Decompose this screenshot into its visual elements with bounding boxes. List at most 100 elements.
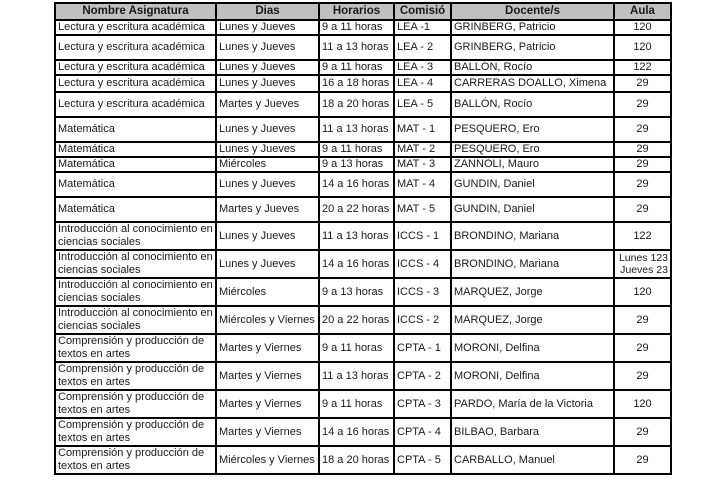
teacher-cell[interactable]: CARRERAS DOALLO, Ximena [450, 74, 615, 93]
teacher-cell[interactable]: MARQUEZ, Jorge [450, 277, 615, 307]
commission-cell[interactable]: CPTA - 5 [393, 445, 452, 475]
days-cell[interactable]: Lunes y Jueves [215, 171, 320, 198]
subject-cell[interactable]: Matemática [54, 196, 217, 223]
days-cell[interactable]: Martes y Jueves [215, 196, 320, 223]
hours-cell[interactable]: 11 a 13 horas [318, 34, 395, 61]
days-cell[interactable]: Lunes y Jueves [215, 59, 320, 76]
hours-cell[interactable]: 18 a 20 horas [318, 445, 395, 475]
room-cell[interactable]: Lunes 123 Jueves 23 [613, 249, 672, 279]
teacher-cell[interactable]: CARBALLO, Manuel [450, 445, 615, 475]
teacher-cell[interactable]: GUNDIN, Daniel [450, 171, 615, 198]
room-cell[interactable]: 122 [613, 59, 672, 76]
commission-cell[interactable]: ICCS - 2 [393, 305, 452, 335]
commission-cell[interactable]: MAT - 4 [393, 171, 452, 198]
hours-cell[interactable]: 9 a 11 horas [318, 59, 395, 76]
hours-cell[interactable]: 14 a 16 horas [318, 249, 395, 279]
room-cell[interactable]: 29 [613, 74, 672, 93]
teacher-cell[interactable]: BRONDINO, Mariana [450, 249, 615, 279]
room-cell[interactable]: 29 [613, 305, 672, 335]
room-cell[interactable]: 29 [613, 141, 672, 158]
teacher-cell[interactable]: GUNDIN, Daniel [450, 196, 615, 223]
hours-cell[interactable]: 14 a 16 horas [318, 417, 395, 447]
teacher-cell[interactable]: GRINBERG, Patricio [450, 19, 615, 36]
room-cell[interactable]: 29 [613, 445, 672, 475]
commission-cell[interactable]: CPTA - 4 [393, 417, 452, 447]
teacher-cell[interactable]: PARDO, María de la Victoria [450, 389, 615, 419]
hours-cell[interactable]: 20 a 22 horas [318, 305, 395, 335]
commission-cell[interactable]: ICCS - 1 [393, 221, 452, 251]
subject-cell[interactable]: Lectura y escritura académica [54, 34, 217, 61]
hours-cell[interactable]: 16 a 18 horas [318, 74, 395, 93]
days-cell[interactable]: Martes y Viernes [215, 389, 320, 419]
subject-cell[interactable]: Lectura y escritura académica [54, 91, 217, 118]
room-cell[interactable]: 29 [613, 171, 672, 198]
commission-cell[interactable]: MAT - 3 [393, 156, 452, 173]
days-cell[interactable]: Miércoles [215, 277, 320, 307]
commission-cell[interactable]: LEA - 4 [393, 74, 452, 93]
subject-cell[interactable]: Comprensión y producción de textos en ar… [54, 445, 217, 475]
hours-cell[interactable]: 9 a 11 horas [318, 19, 395, 36]
room-cell[interactable]: 120 [613, 19, 672, 36]
commission-cell[interactable]: CPTA - 1 [393, 333, 452, 363]
hours-cell[interactable]: 14 a 16 horas [318, 171, 395, 198]
days-cell[interactable]: Martes y Viernes [215, 417, 320, 447]
room-cell[interactable]: 29 [613, 361, 672, 391]
teacher-cell[interactable]: PESQUERO, Ero [450, 141, 615, 158]
hours-cell[interactable]: 9 a 11 horas [318, 389, 395, 419]
room-cell[interactable]: 120 [613, 389, 672, 419]
subject-cell[interactable]: Introducción al conocimiento en ciencias… [54, 305, 217, 335]
days-cell[interactable]: Lunes y Jueves [215, 249, 320, 279]
commission-cell[interactable]: MAT - 1 [393, 116, 452, 143]
subject-cell[interactable]: Matemática [54, 156, 217, 173]
subject-cell[interactable]: Lectura y escritura académica [54, 74, 217, 93]
teacher-cell[interactable]: MARQUEZ, Jorge [450, 305, 615, 335]
teacher-cell[interactable]: MORONI, Delfina [450, 333, 615, 363]
days-cell[interactable]: Martes y Jueves [215, 91, 320, 118]
subject-cell[interactable]: Comprensión y producción de textos en ar… [54, 333, 217, 363]
days-cell[interactable]: Lunes y Jueves [215, 74, 320, 93]
days-cell[interactable]: Lunes y Jueves [215, 116, 320, 143]
hours-cell[interactable]: 18 a 20 horas [318, 91, 395, 118]
commission-cell[interactable]: CPTA - 2 [393, 361, 452, 391]
subject-cell[interactable]: Comprensión y producción de textos en ar… [54, 361, 217, 391]
days-cell[interactable]: Martes y Viernes [215, 361, 320, 391]
commission-cell[interactable]: ICCS - 3 [393, 277, 452, 307]
room-cell[interactable]: 120 [613, 34, 672, 61]
room-cell[interactable]: 120 [613, 277, 672, 307]
hours-cell[interactable]: 9 a 11 horas [318, 141, 395, 158]
subject-cell[interactable]: Introducción al conocimiento en ciencias… [54, 277, 217, 307]
teacher-cell[interactable]: ZANNOLI, Mauro [450, 156, 615, 173]
subject-cell[interactable]: Comprensión y producción de textos en ar… [54, 417, 217, 447]
room-cell[interactable]: 122 [613, 221, 672, 251]
teacher-cell[interactable]: BRONDINO, Mariana [450, 221, 615, 251]
days-cell[interactable]: Lunes y Jueves [215, 19, 320, 36]
teacher-cell[interactable]: PESQUERO, Ero [450, 116, 615, 143]
hours-cell[interactable]: 9 a 11 horas [318, 333, 395, 363]
days-cell[interactable]: Miércoles y Viernes [215, 305, 320, 335]
commission-cell[interactable]: LEA - 2 [393, 34, 452, 61]
days-cell[interactable]: Lunes y Jueves [215, 221, 320, 251]
commission-cell[interactable]: LEA - 5 [393, 91, 452, 118]
commission-cell[interactable]: LEA - 3 [393, 59, 452, 76]
hours-cell[interactable]: 11 a 13 horas [318, 361, 395, 391]
hours-cell[interactable]: 11 a 13 horas [318, 116, 395, 143]
subject-cell[interactable]: Lectura y escritura académica [54, 59, 217, 76]
teacher-cell[interactable]: BILBAO, Barbara [450, 417, 615, 447]
room-cell[interactable]: 29 [613, 156, 672, 173]
room-cell[interactable]: 29 [613, 91, 672, 118]
room-cell[interactable]: 29 [613, 196, 672, 223]
days-cell[interactable]: Martes y Viernes [215, 333, 320, 363]
teacher-cell[interactable]: BALLÓN, Rocío [450, 59, 615, 76]
subject-cell[interactable]: Matemática [54, 116, 217, 143]
commission-cell[interactable]: LEA -1 [393, 19, 452, 36]
teacher-cell[interactable]: GRINBERG, Patricio [450, 34, 615, 61]
commission-cell[interactable]: ICCS - 4 [393, 249, 452, 279]
commission-cell[interactable]: MAT - 5 [393, 196, 452, 223]
subject-cell[interactable]: Introducción al conocimiento en ciencias… [54, 221, 217, 251]
subject-cell[interactable]: Matemática [54, 171, 217, 198]
days-cell[interactable]: Miércoles y Viernes [215, 445, 320, 475]
subject-cell[interactable]: Lectura y escritura académica [54, 19, 217, 36]
teacher-cell[interactable]: BALLÓN, Rocío [450, 91, 615, 118]
room-cell[interactable]: 29 [613, 116, 672, 143]
hours-cell[interactable]: 20 a 22 horas [318, 196, 395, 223]
